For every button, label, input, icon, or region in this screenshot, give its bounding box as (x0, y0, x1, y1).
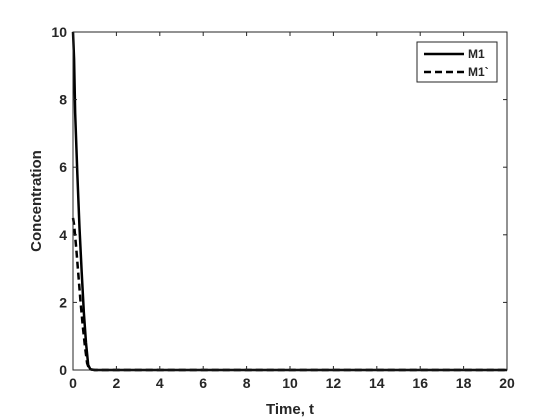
legend-label-m1-prime: M1` (468, 65, 489, 79)
legend-box (416, 41, 498, 83)
x-tick-label: 12 (326, 375, 342, 391)
y-tick-label: 6 (59, 159, 67, 175)
x-tick-label: 6 (199, 375, 207, 391)
y-tick-label: 10 (51, 24, 67, 40)
y-tick-label: 2 (59, 294, 67, 310)
x-tick-label: 16 (412, 375, 428, 391)
y-tick-label: 0 (59, 362, 67, 378)
x-tick-label: 4 (156, 375, 164, 391)
x-tick-label: 18 (456, 375, 472, 391)
x-tick-label: 8 (243, 375, 251, 391)
y-tick-label: 4 (59, 227, 67, 243)
x-tick-label: 20 (499, 375, 515, 391)
ticks-layer: 0 2 4 6 8 10 12 14 16 18 20 0 2 4 6 8 10 (51, 24, 515, 391)
x-tick-label: 10 (282, 375, 298, 391)
x-tick-label: 2 (113, 375, 121, 391)
x-tick-label: 0 (69, 375, 77, 391)
y-tick-label: 8 (59, 92, 67, 108)
legend-label-m1: M1 (468, 47, 485, 61)
legend: M1 M1` (416, 41, 498, 83)
plot-frame (72, 31, 508, 371)
x-tick-label: 14 (369, 375, 385, 391)
plot-area (73, 32, 507, 370)
y-axis-label: Concentration (28, 150, 45, 252)
x-axis-label: Time, t (266, 401, 314, 418)
